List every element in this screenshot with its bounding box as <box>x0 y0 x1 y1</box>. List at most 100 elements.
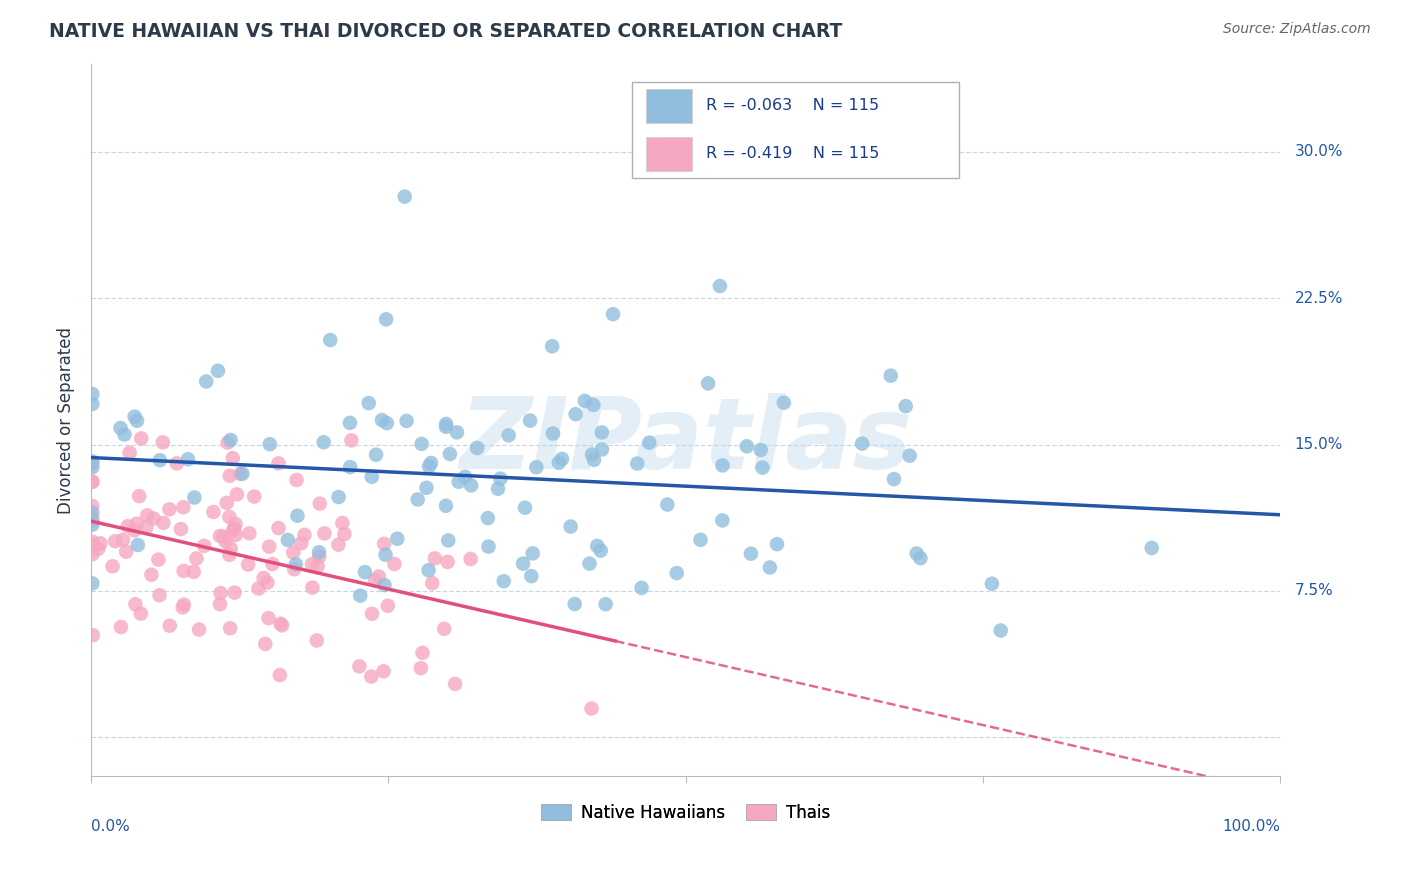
Point <box>423 551 446 566</box>
Point <box>284 558 307 572</box>
Point <box>486 482 509 496</box>
Point <box>222 451 245 466</box>
Point <box>447 475 470 489</box>
Point <box>524 460 547 475</box>
Point <box>82 475 104 489</box>
Point <box>465 441 488 455</box>
Point <box>82 387 104 401</box>
Point <box>262 557 284 571</box>
Point <box>489 472 512 486</box>
Point <box>218 548 240 562</box>
Point <box>117 519 139 533</box>
Point <box>82 628 104 642</box>
Point <box>354 565 377 579</box>
Text: 100.0%: 100.0% <box>1222 819 1281 834</box>
Point <box>1140 541 1163 555</box>
Point <box>82 514 104 528</box>
Point <box>136 508 159 523</box>
Text: 15.0%: 15.0% <box>1295 437 1343 452</box>
Point <box>591 425 613 440</box>
Point <box>128 489 150 503</box>
FancyBboxPatch shape <box>647 89 692 123</box>
Point <box>602 307 624 321</box>
Point <box>460 478 482 492</box>
Point <box>202 505 225 519</box>
Point <box>283 562 305 576</box>
Point <box>125 516 148 531</box>
Point <box>148 588 170 602</box>
Point <box>149 453 172 467</box>
Point <box>420 456 443 470</box>
Point <box>460 552 482 566</box>
Point <box>749 442 772 457</box>
Point <box>277 533 299 547</box>
Point <box>560 519 582 533</box>
Point <box>186 551 208 566</box>
Point <box>225 528 247 542</box>
Point <box>766 537 789 551</box>
Point <box>82 517 104 532</box>
Point <box>373 665 395 679</box>
Point <box>367 569 389 583</box>
Point <box>208 529 231 543</box>
Point <box>547 456 569 470</box>
Point <box>357 396 380 410</box>
Point <box>740 547 762 561</box>
Point <box>209 586 232 600</box>
Point <box>332 516 354 530</box>
Point <box>283 545 305 559</box>
Point <box>243 490 266 504</box>
Point <box>574 393 596 408</box>
Point <box>454 469 477 483</box>
Point <box>229 467 252 481</box>
Point <box>183 491 205 505</box>
Point <box>301 558 323 572</box>
Point <box>129 432 152 446</box>
Point <box>411 437 433 451</box>
Point <box>193 539 215 553</box>
Point <box>115 544 138 558</box>
Y-axis label: Divorced or Separated: Divorced or Separated <box>58 326 75 514</box>
Point <box>82 534 104 549</box>
Point <box>256 575 278 590</box>
Point <box>305 633 328 648</box>
Point <box>257 540 280 554</box>
Point <box>195 375 218 389</box>
Point <box>177 452 200 467</box>
Point <box>215 534 238 549</box>
Point <box>384 557 406 571</box>
Point <box>434 419 457 434</box>
Point <box>581 701 603 715</box>
Point <box>124 524 146 538</box>
Point <box>519 413 541 427</box>
Point <box>82 576 104 591</box>
Point <box>257 611 280 625</box>
Point <box>125 414 148 428</box>
Point <box>224 522 246 536</box>
Text: R = -0.063    N = 115: R = -0.063 N = 115 <box>706 98 879 113</box>
Point <box>477 511 499 525</box>
Point <box>591 442 613 457</box>
Point <box>172 500 194 515</box>
Point <box>851 436 873 450</box>
Text: 7.5%: 7.5% <box>1295 583 1333 599</box>
Point <box>82 547 104 561</box>
Point <box>589 543 612 558</box>
Point <box>159 502 181 516</box>
Point <box>218 510 240 524</box>
Point <box>328 490 350 504</box>
Point <box>626 457 648 471</box>
Point <box>420 576 443 591</box>
Point <box>231 467 253 481</box>
Point <box>207 364 229 378</box>
Point <box>595 597 617 611</box>
Point <box>269 668 291 682</box>
Point <box>82 538 104 552</box>
Point <box>582 398 605 412</box>
Point <box>564 407 586 421</box>
Point <box>238 526 260 541</box>
Point <box>82 460 104 475</box>
Point <box>361 607 384 621</box>
Point <box>387 532 409 546</box>
Point <box>364 448 387 462</box>
